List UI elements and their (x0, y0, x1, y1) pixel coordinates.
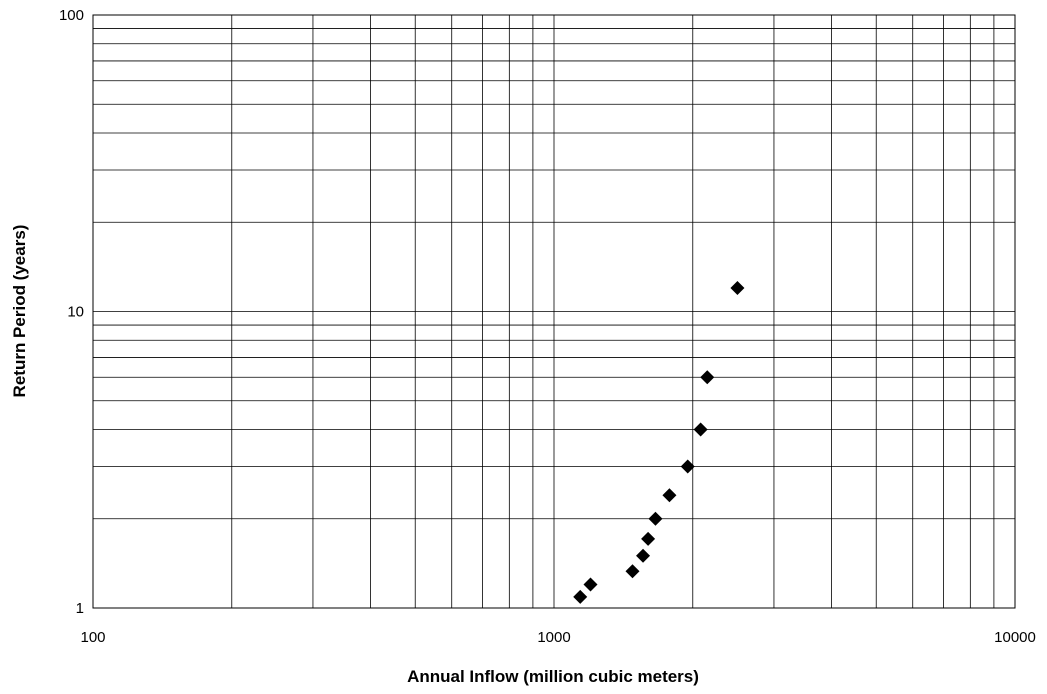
y-tick-label: 100 (59, 7, 84, 24)
plot-area (92, 14, 1016, 609)
y-tick-label: 10 (67, 304, 84, 321)
data-point-marker (625, 564, 640, 579)
data-point-marker (700, 370, 715, 385)
data-point-marker (583, 577, 598, 592)
x-tick-labels: 100 1000 10000 (80, 629, 1035, 646)
data-point-marker (680, 459, 695, 474)
data-point-marker (662, 488, 677, 503)
data-point-marker (648, 511, 663, 526)
grid-lines (92, 15, 1015, 609)
x-tick-label: 100 (80, 629, 105, 646)
y-tick-labels: 1 10 100 (59, 7, 84, 617)
data-point-marker (573, 589, 588, 604)
x-axis-title: Annual Inflow (million cubic meters) (407, 667, 699, 686)
data-markers (573, 281, 745, 604)
data-point-marker (730, 281, 745, 296)
x-tick-label: 1000 (537, 629, 570, 646)
x-tick-label: 10000 (994, 629, 1036, 646)
y-tick-label: 1 (76, 600, 84, 617)
data-point-marker (693, 422, 708, 437)
y-axis-title: Return Period (years) (10, 225, 29, 398)
data-point-marker (636, 548, 651, 563)
data-point-marker (641, 531, 656, 546)
